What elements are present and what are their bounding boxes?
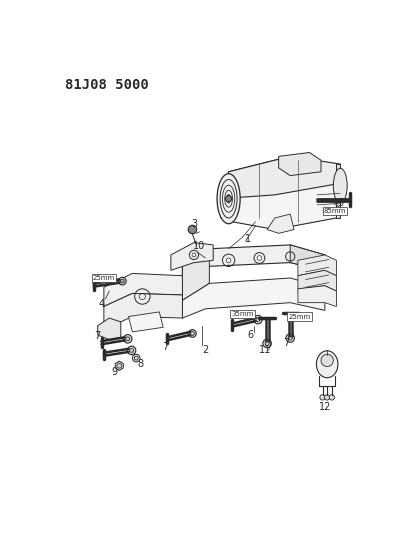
Polygon shape: [298, 270, 337, 291]
Polygon shape: [183, 278, 325, 318]
Circle shape: [329, 394, 335, 400]
Polygon shape: [298, 286, 337, 306]
Text: 1: 1: [245, 234, 251, 244]
Text: 9: 9: [112, 367, 118, 377]
Ellipse shape: [217, 174, 240, 224]
Circle shape: [263, 339, 271, 348]
Circle shape: [321, 354, 333, 367]
Polygon shape: [337, 164, 340, 218]
Text: 11: 11: [259, 345, 272, 356]
Polygon shape: [171, 243, 213, 270]
Ellipse shape: [333, 168, 347, 203]
Polygon shape: [221, 156, 340, 230]
Polygon shape: [279, 152, 321, 175]
Polygon shape: [183, 245, 325, 278]
Polygon shape: [183, 249, 209, 301]
Text: 81J08 5000: 81J08 5000: [65, 78, 149, 92]
Polygon shape: [115, 361, 123, 370]
Text: 8: 8: [137, 359, 143, 369]
Circle shape: [127, 346, 136, 354]
Circle shape: [254, 316, 262, 324]
Text: 6: 6: [247, 330, 253, 340]
Circle shape: [225, 196, 231, 202]
Text: 7: 7: [95, 331, 101, 341]
Circle shape: [120, 279, 124, 283]
Circle shape: [189, 329, 196, 337]
Circle shape: [133, 354, 140, 362]
Circle shape: [286, 334, 295, 342]
Circle shape: [188, 225, 197, 234]
Polygon shape: [290, 245, 325, 270]
Text: 25mm: 25mm: [93, 275, 115, 281]
Polygon shape: [104, 273, 183, 306]
Ellipse shape: [316, 351, 338, 378]
Circle shape: [118, 277, 126, 285]
Text: 12: 12: [319, 401, 331, 411]
Text: 35mm: 35mm: [231, 311, 254, 317]
Text: 25mm: 25mm: [288, 313, 311, 319]
Text: 4: 4: [99, 299, 105, 309]
Text: 7: 7: [283, 338, 290, 349]
Polygon shape: [221, 156, 340, 199]
Text: 10: 10: [193, 241, 206, 252]
Text: 2: 2: [202, 345, 208, 356]
Circle shape: [324, 394, 330, 400]
Circle shape: [257, 256, 262, 260]
Circle shape: [320, 394, 325, 400]
Polygon shape: [98, 318, 121, 340]
Circle shape: [124, 335, 132, 343]
Polygon shape: [128, 312, 163, 332]
Polygon shape: [267, 214, 294, 233]
Text: 5: 5: [337, 198, 343, 207]
Circle shape: [192, 253, 196, 257]
Text: 3: 3: [191, 219, 197, 229]
Polygon shape: [298, 255, 337, 276]
Text: 7: 7: [162, 342, 168, 352]
Circle shape: [226, 258, 231, 263]
Polygon shape: [104, 294, 183, 329]
Text: 85mm: 85mm: [324, 208, 346, 214]
